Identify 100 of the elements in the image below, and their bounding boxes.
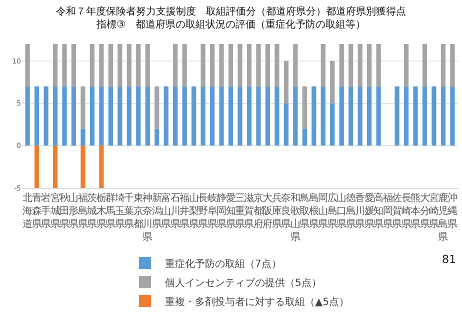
bar: [404, 44, 409, 86]
bar: [126, 86, 132, 146]
x-tick-label: 熊本県: [410, 192, 421, 230]
bar: [108, 44, 113, 86]
bar: [90, 86, 95, 146]
legend-label: 個人インセンティブの提供（5点）: [165, 276, 322, 289]
bar: [302, 128, 307, 146]
bar: [34, 146, 40, 188]
x-tick-label: 長野県: [198, 193, 208, 230]
bar: [312, 86, 316, 146]
x-tick-label: 秋田県: [59, 192, 70, 230]
x-tick-label: 富山県: [161, 192, 172, 230]
bar: [238, 44, 242, 86]
bar: [265, 44, 270, 86]
bar: [154, 86, 160, 129]
bar: [440, 44, 446, 86]
bar: [376, 86, 381, 146]
bar: [358, 44, 362, 86]
bar: [210, 44, 215, 86]
bar: [320, 44, 326, 86]
bar: [339, 44, 344, 86]
bar: [432, 86, 436, 146]
x-tick-label: 奈良県: [281, 193, 292, 230]
bar: [256, 86, 261, 146]
bar: [145, 44, 150, 86]
bar: [228, 44, 234, 86]
bar: [62, 86, 67, 146]
bar: [99, 86, 104, 146]
bar: [182, 86, 187, 146]
bar: [136, 44, 141, 86]
bar: [154, 128, 160, 146]
bar: [450, 86, 455, 146]
x-tick-label: 山形県: [68, 192, 79, 230]
bar: [118, 44, 122, 86]
bar: [108, 86, 113, 146]
bar: [274, 86, 280, 146]
bar: [284, 103, 288, 146]
bar: [219, 44, 224, 86]
x-tick-label: 三重県: [235, 193, 245, 230]
chart-subtitle: 指標③ 都道府県の取組状況の評価（重症化予防の取組等）: [96, 18, 366, 30]
bar: [200, 44, 206, 86]
x-tick-label: 山口県: [336, 192, 347, 230]
bar: [52, 146, 58, 188]
x-tick-label: 宮崎県: [428, 192, 439, 230]
x-tick-label: 鹿児島県: [438, 192, 448, 243]
x-tick-label: 島根県: [308, 192, 319, 230]
x-tick-label: 茨城県: [86, 192, 98, 230]
x-tick-label: 鳥取県: [298, 192, 310, 230]
x-tick-label: 滋賀県: [244, 192, 254, 230]
bar: [182, 44, 187, 86]
x-tick-label: 和歌山県: [290, 192, 300, 243]
bar: [173, 86, 178, 146]
x-tick-label: 岡山県: [318, 193, 328, 230]
x-tick-label: 福岡県: [382, 192, 393, 230]
bar: [164, 86, 168, 146]
bar: [265, 86, 270, 146]
bar: [413, 86, 418, 146]
bar: [136, 86, 141, 146]
x-tick-label: 京都府: [253, 192, 264, 230]
x-tick-label: 山梨県: [188, 192, 199, 230]
bar: [99, 146, 104, 188]
x-tick-label: 新潟県: [152, 192, 162, 230]
x-tick-label: 宮城県: [49, 192, 60, 230]
chart-title: 令和７年度保険者努力支援制度 取組評価分（都道府県分）都道府県別獲得点: [56, 5, 406, 18]
x-tick-label: 東京都: [133, 192, 144, 230]
bar: [118, 86, 122, 146]
bar: [330, 60, 335, 104]
bar: [25, 86, 30, 146]
bar: [228, 86, 234, 146]
bar: [367, 86, 372, 146]
bar: [173, 44, 178, 86]
x-tick-label: 佐賀県: [392, 193, 402, 230]
bar: [320, 86, 326, 146]
bar: [246, 44, 252, 86]
x-tick-label: 大分県: [420, 192, 430, 230]
legend-label: 重複・多剤投与者に対する取組（▲5点）: [165, 296, 350, 308]
x-tick-label: 福井県: [180, 192, 190, 230]
x-tick-label: 兵庫県: [272, 192, 282, 230]
bar: [99, 44, 104, 86]
bar: [25, 44, 30, 86]
bar: [246, 86, 252, 146]
bar: [422, 86, 428, 146]
bar: [52, 44, 58, 86]
bar: [145, 86, 150, 146]
bar: [404, 86, 409, 146]
x-tick-label: 青森県: [32, 192, 42, 230]
x-tick-label: 徳島県: [346, 193, 356, 230]
bar: [274, 44, 280, 86]
x-tick-label: 愛知県: [226, 192, 236, 230]
bar: [238, 86, 242, 146]
x-tick-label: 福島県: [78, 192, 88, 230]
x-tick-label: 岐阜県: [207, 192, 218, 230]
bar: [71, 86, 76, 146]
bar: [80, 146, 86, 188]
bar: [358, 86, 362, 146]
bar: [80, 128, 86, 146]
x-tick-label: 高知県: [374, 192, 384, 230]
bar: [348, 44, 354, 86]
bar: [450, 44, 455, 86]
bar: [293, 86, 298, 146]
